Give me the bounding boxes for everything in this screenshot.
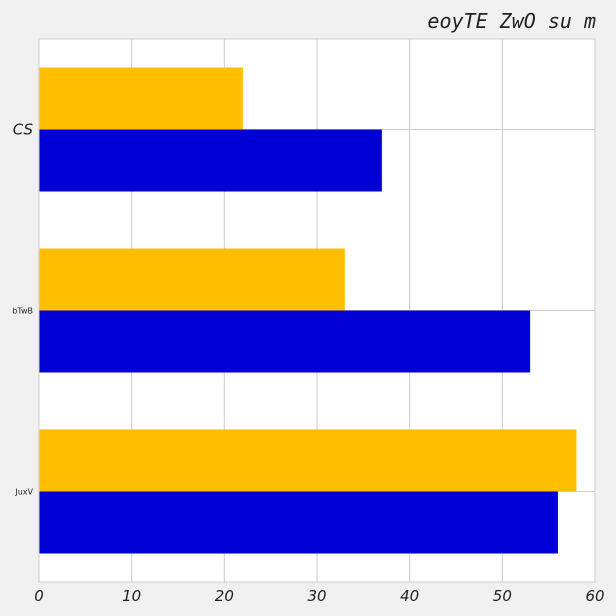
bar-bTwB-series-2 bbox=[39, 310, 531, 373]
bar-CS-series-2 bbox=[39, 129, 382, 192]
x-tick-label: 40 bbox=[400, 587, 419, 605]
x-tick-label: 0 bbox=[34, 587, 44, 605]
bar-bTwB-series-1 bbox=[39, 248, 345, 311]
x-tick-label: 50 bbox=[493, 587, 512, 605]
y-tick-label: CS bbox=[13, 121, 34, 139]
y-axis-ticks: CS bTwB JuxV bbox=[12, 121, 33, 497]
plot-border bbox=[38, 38, 596, 583]
bars bbox=[39, 67, 577, 554]
bar-JuxV-series-1 bbox=[39, 429, 577, 492]
x-tick-label: 60 bbox=[585, 587, 604, 605]
x-tick-label: 20 bbox=[215, 587, 234, 605]
x-tick-label: 30 bbox=[307, 587, 326, 605]
bar-JuxV-series-2 bbox=[39, 491, 558, 554]
y-tick-label: JuxV bbox=[14, 488, 33, 497]
y-tick-label: bTwB bbox=[12, 307, 33, 316]
x-tick-label: 10 bbox=[122, 587, 141, 605]
bar-CS-series-1 bbox=[39, 67, 243, 130]
x-axis-ticks: 0 10 20 30 40 50 60 bbox=[34, 587, 604, 605]
chart-title: eoyTE ZwO su m bbox=[427, 9, 596, 33]
